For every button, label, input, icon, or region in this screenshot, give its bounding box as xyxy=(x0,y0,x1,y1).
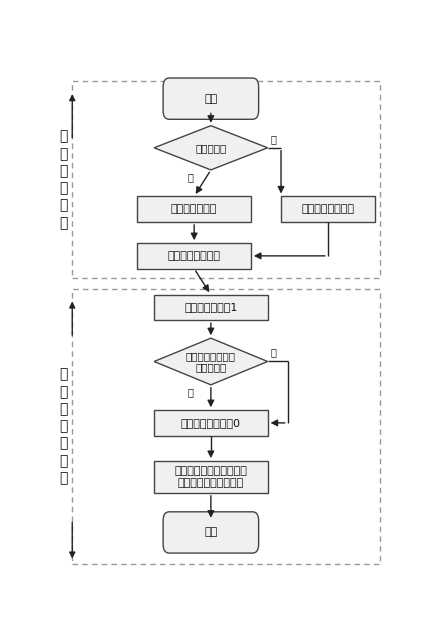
Text: 开始: 开始 xyxy=(204,94,217,103)
Text: 电池控制编号加1: 电池控制编号加1 xyxy=(184,302,237,313)
Polygon shape xyxy=(154,338,267,385)
Text: 否: 否 xyxy=(270,134,276,144)
Bar xyxy=(280,197,374,222)
Text: 调用充放电控制程序执行
单个电池的充放电控制: 调用充放电控制程序执行 单个电池的充放电控制 xyxy=(174,466,247,487)
Text: 当前供电电池决策: 当前供电电池决策 xyxy=(301,204,353,214)
Text: 结束: 结束 xyxy=(204,528,217,537)
Text: 是: 是 xyxy=(187,387,194,397)
Text: 适配器在位: 适配器在位 xyxy=(195,143,226,152)
Bar xyxy=(137,197,250,222)
Text: 电
源
供
电
决
策: 电 源 供 电 决 策 xyxy=(60,130,68,230)
Polygon shape xyxy=(154,126,267,170)
Text: 电池控制编号等于
最大电池数: 电池控制编号等于 最大电池数 xyxy=(185,351,235,373)
FancyBboxPatch shape xyxy=(163,512,258,553)
Text: 选择适配器供电: 选择适配器供电 xyxy=(171,204,217,214)
Text: 电
池
充
放
电
控
制: 电 池 充 放 电 控 制 xyxy=(60,367,68,486)
Text: 否: 否 xyxy=(270,348,276,357)
FancyBboxPatch shape xyxy=(163,78,258,119)
Bar xyxy=(72,82,379,278)
Text: 电池控制编号等于0: 电池控制编号等于0 xyxy=(181,418,240,428)
Bar xyxy=(72,289,379,564)
Bar xyxy=(154,410,267,436)
Bar xyxy=(154,461,267,493)
Bar xyxy=(137,243,250,269)
Text: 是: 是 xyxy=(187,172,194,182)
Bar xyxy=(154,295,267,320)
Text: 当前充电电池决策: 当前充电电池决策 xyxy=(167,251,220,261)
